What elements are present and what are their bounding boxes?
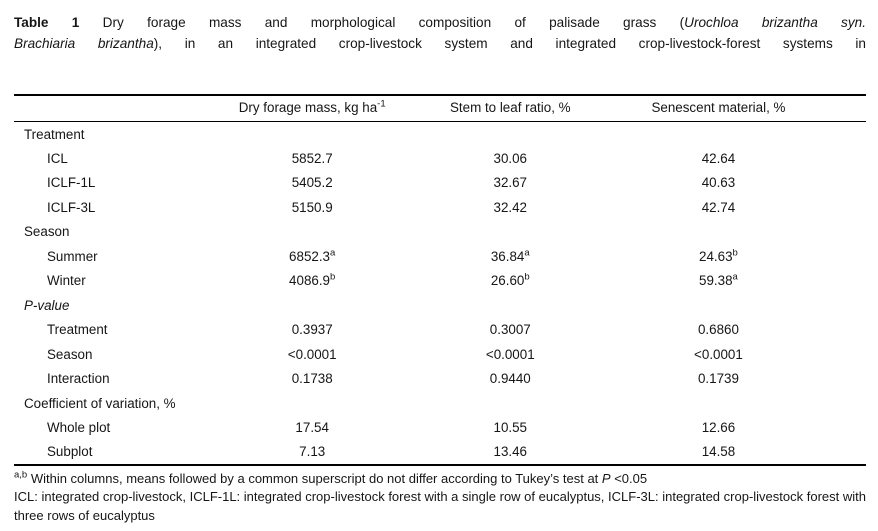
row-label: ICLF-3L xyxy=(47,199,96,215)
value-cell: 7.13 xyxy=(299,444,326,460)
value-cell: 40.63 xyxy=(701,175,736,191)
superscript: b xyxy=(732,247,738,259)
row-label: Summer xyxy=(47,248,98,264)
caption-line-1: Table 1 Dry forage mass and morphologica… xyxy=(14,12,866,33)
footnote-tukey-pvalue: P xyxy=(601,470,611,486)
row-label: ICL xyxy=(47,150,68,166)
value-cell: 5150.9 xyxy=(291,199,333,215)
value-cell: <0.0001 xyxy=(694,346,743,362)
data-row: ICLF-1L 5405.2 32.67 40.63 xyxy=(14,171,866,196)
section-row: P-value xyxy=(14,293,866,318)
footnote-tukey-tail: <0.05 xyxy=(610,470,648,486)
data-row: Treatment 0.3937 0.3007 0.6860 xyxy=(14,318,866,343)
empty-cell xyxy=(223,122,866,147)
superscript: a xyxy=(330,247,336,259)
value-cell: 5852.7 xyxy=(291,150,333,166)
superscript: a xyxy=(732,271,738,283)
table-footnotes: a,b Within columns, means followed by a … xyxy=(14,470,866,526)
value-cell: 17.54 xyxy=(295,420,329,436)
superscript: b xyxy=(524,271,530,283)
value-cell: 42.64 xyxy=(701,150,736,166)
value-cell: <0.0001 xyxy=(485,346,535,362)
row-label: P-value xyxy=(24,297,70,313)
row-label: Winter xyxy=(47,273,86,289)
value-cell: 0.6860 xyxy=(697,322,739,338)
value-cell: 30.06 xyxy=(493,150,528,166)
footnote-superscript-marker: a,b xyxy=(14,469,28,481)
row-label: Season xyxy=(24,224,70,240)
value-cell: 10.55 xyxy=(493,420,528,436)
value-cell: 4086.9b xyxy=(289,271,336,289)
value-cell: 6852.3a xyxy=(289,247,336,264)
value-cell: 0.1739 xyxy=(697,371,739,387)
section-row: Season xyxy=(14,220,866,245)
value-cell: 36.84a xyxy=(490,247,530,264)
value-cell: 59.38a xyxy=(699,271,738,289)
empty-cell xyxy=(223,220,866,245)
empty-cell xyxy=(223,391,866,416)
value-cell: 42.74 xyxy=(701,199,736,215)
column-header: Senescent material, % xyxy=(618,95,866,122)
empty-cell xyxy=(223,293,866,318)
row-label-column-header xyxy=(14,95,223,122)
caption-line-2: Brachiaria brizantha), in an integrated … xyxy=(14,33,866,54)
data-row: Winter 4086.9b 26.60b 59.38a xyxy=(14,269,866,294)
value-cell: <0.0001 xyxy=(287,346,337,362)
species-name-part-1: Urochloa brizantha syn. xyxy=(684,15,866,30)
value-cell: 26.60b xyxy=(490,271,530,289)
superscript: -1 xyxy=(377,98,386,110)
row-label: ICLF-1L xyxy=(47,175,96,191)
value-cell: 0.3007 xyxy=(489,322,531,338)
row-label: Treatment xyxy=(24,126,85,142)
row-label: Season xyxy=(47,346,93,362)
data-row: Season <0.0001 <0.0001 <0.0001 xyxy=(14,342,866,367)
data-row: Whole plot 17.54 10.55 12.66 xyxy=(14,416,866,441)
table-number: Table 1 xyxy=(14,15,80,30)
row-label: Coefficient of variation, % xyxy=(24,395,176,411)
value-cell: 14.58 xyxy=(701,444,736,460)
caption-text-2: ), in an integrated crop-livestock syste… xyxy=(153,36,866,51)
superscript: a xyxy=(524,247,530,259)
species-name-part-2: Brachiaria brizantha xyxy=(14,36,154,51)
value-cell: 0.1738 xyxy=(291,371,333,387)
table-header-row: Dry forage mass, kg ha-1 Stem to leaf rat… xyxy=(14,95,866,122)
value-cell: 12.66 xyxy=(701,420,736,436)
row-label: Interaction xyxy=(47,371,110,387)
value-cell: 0.9440 xyxy=(489,371,531,387)
data-row: Interaction 0.1738 0.9440 0.1739 xyxy=(14,367,866,392)
value-cell: 13.46 xyxy=(493,444,528,460)
value-cell: 32.42 xyxy=(493,199,528,215)
value-cell: 32.67 xyxy=(493,175,528,191)
superscript: b xyxy=(330,271,336,283)
data-row: ICLF-3L 5150.9 32.42 42.74 xyxy=(14,195,866,220)
value-cell: 0.3937 xyxy=(291,322,333,338)
footnote-abbreviations: ICL: integrated crop-livestock, ICLF-1L:… xyxy=(14,489,866,523)
results-table: Dry forage mass, kg ha-1 Stem to leaf rat… xyxy=(14,94,866,466)
row-label: Subplot xyxy=(47,444,93,460)
caption-text-1: Dry forage mass and morphological compos… xyxy=(79,15,685,30)
row-label: Whole plot xyxy=(47,420,111,436)
column-header: Dry forage mass, kg ha-1 xyxy=(222,95,402,122)
footnote-tukey: a,b Within columns, means followed by a … xyxy=(14,470,866,489)
section-row: Coefficient of variation, % xyxy=(14,391,866,416)
section-row: Treatment xyxy=(14,122,866,147)
row-label: Treatment xyxy=(47,322,108,338)
data-row: Subplot 7.13 13.46 14.58 xyxy=(14,440,866,465)
data-row: ICL 5852.7 30.06 42.64 xyxy=(14,146,866,171)
table-caption: Table 1 Dry forage mass and morphologica… xyxy=(14,12,866,54)
value-cell: 24.63b xyxy=(699,247,738,264)
data-row: Summer 6852.3a 36.84a 24.63b xyxy=(14,244,866,269)
value-cell: 5405.2 xyxy=(291,175,333,191)
column-header: Stem to leaf ratio, % xyxy=(401,95,619,122)
footnote-tukey-text: Within columns, means followed by a comm… xyxy=(27,470,602,486)
